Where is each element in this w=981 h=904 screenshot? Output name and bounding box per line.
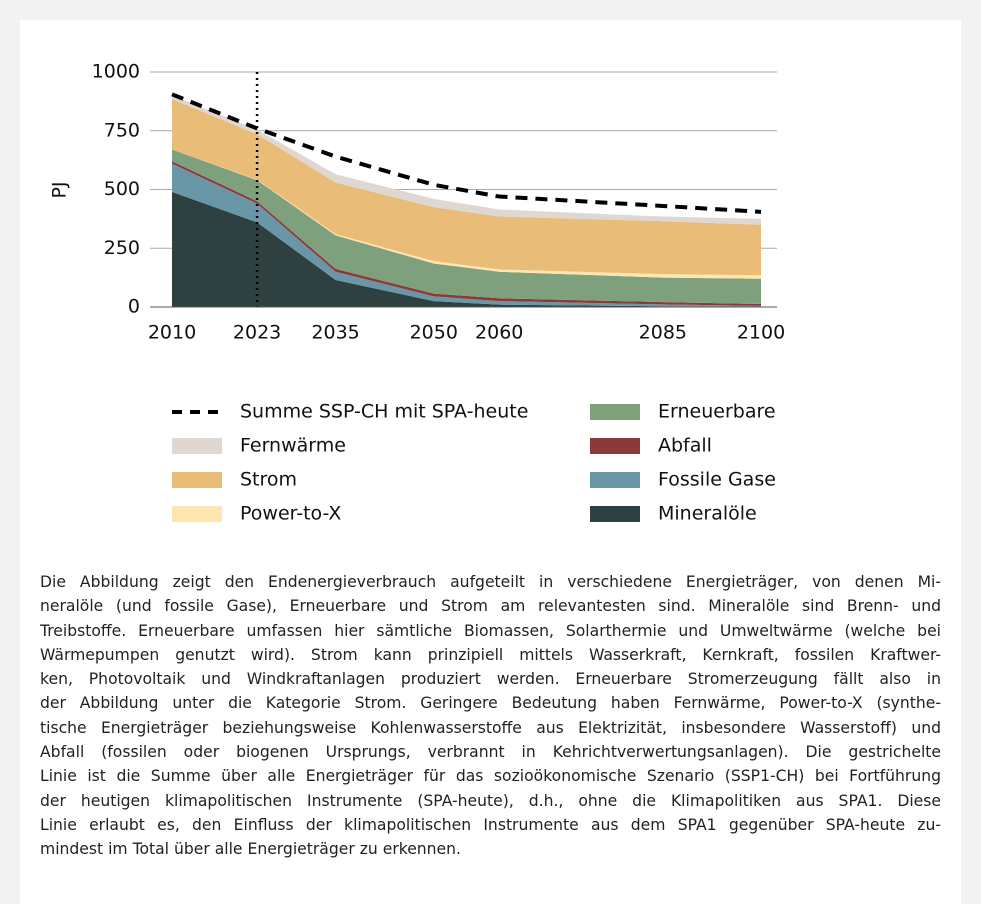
legend-label: Power-to-X <box>240 503 341 525</box>
area <box>172 99 761 276</box>
caption-line: Treibstoffe. Erneuerbare umfassen hier s… <box>40 621 941 640</box>
caption-line: Linie erlaubt es, den Einfluss der klima… <box>40 815 941 834</box>
caption-line: mindest im Total über alle Energieträger… <box>40 840 461 859</box>
legend-swatch <box>590 506 640 522</box>
x-tick-label: 2100 <box>737 322 785 344</box>
legend-label: Mineralöle <box>658 503 757 525</box>
legend-swatch <box>172 438 222 454</box>
legend-label: Summe SSP-CH mit SPA-heute <box>240 401 528 423</box>
sum-line <box>171 92 762 214</box>
legend-label: Strom <box>240 469 297 491</box>
area <box>172 191 761 307</box>
x-tick-label: 2023 <box>233 322 281 344</box>
legend-swatch <box>590 472 640 488</box>
legend-swatch <box>172 506 222 522</box>
x-tick-label: 2060 <box>475 322 523 344</box>
caption-line: Die Abbildung zeigt den Endenergieverbra… <box>40 573 941 591</box>
x-tick-label: 2035 <box>311 322 359 344</box>
y-tick-label: 750 <box>104 119 140 141</box>
caption-line: Linie ist die Summe über alle Energieträ… <box>40 767 941 786</box>
y-tick-label: 1000 <box>92 61 140 83</box>
y-tick-label: 0 <box>128 296 140 318</box>
caption-line: Abfall (fossilen oder biogenen Ursprungs… <box>40 743 941 762</box>
caption-line: der heutigen klimapolitischen Instrument… <box>40 791 941 810</box>
y-tick-label: 250 <box>104 237 140 259</box>
legend-swatch <box>590 404 640 420</box>
area <box>172 163 761 307</box>
legend-label: Erneuerbare <box>658 401 776 423</box>
caption: Die Abbildung zeigt den Endenergieverbra… <box>40 570 941 862</box>
caption-line: neralöle (und fossile Gase), Erneuerbare… <box>40 597 941 616</box>
x-tick-label: 2050 <box>410 322 458 344</box>
y-tick-label: 500 <box>104 178 140 200</box>
chart: PJ 0 250 500 750 1000 2010 2023 2035 2050 2060 208… <box>49 61 786 525</box>
legend-label: Fernwärme <box>240 435 346 457</box>
x-tick-label: 2085 <box>639 322 687 344</box>
x-tick-label: 2010 <box>148 322 196 344</box>
legend-label: Abfall <box>658 435 712 457</box>
caption-line: tische Energieträger beziehungsweise Koh… <box>40 718 941 737</box>
legend-swatch <box>590 438 640 454</box>
area <box>172 149 761 304</box>
caption-line: ken, Photovoltaik und Windkraftanlagen p… <box>40 670 941 689</box>
caption-line: der Abbildung unter die Kategorie Strom.… <box>40 694 941 713</box>
caption-line: Wärmepumpen genutzt wird). Strom kann pr… <box>40 645 941 664</box>
legend-label: Fossile Gase <box>658 469 776 491</box>
legend-swatch <box>172 472 222 488</box>
y-axis-label: PJ <box>49 181 71 198</box>
